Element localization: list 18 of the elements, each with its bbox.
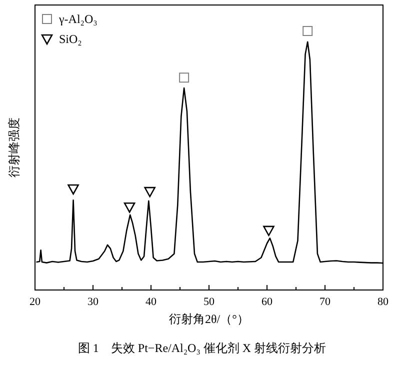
- x-tick-label: 80: [378, 296, 389, 308]
- point: [302, 26, 313, 36]
- x-tick-label: 20: [30, 296, 41, 308]
- point: [144, 186, 156, 198]
- x-axis-title: 衍射角2θ/（°）: [169, 312, 249, 326]
- point: [263, 226, 274, 236]
- x-tick-label: 70: [320, 296, 331, 308]
- point: [68, 184, 79, 195]
- x-tick-label: 30: [88, 296, 99, 308]
- x-tick-label: 50: [204, 296, 215, 308]
- point: [179, 72, 190, 83]
- caption: 图 1 失效 Pt−Re/Al₂O₃ 催化剂 X 射线衍射分析: [78, 341, 326, 355]
- legend-label: γ-Al₂O₃: [58, 12, 98, 26]
- point: [124, 202, 136, 213]
- x-tick-label: 40: [146, 296, 157, 308]
- x-tick-label: 60: [262, 296, 273, 308]
- y-axis-title: 衍射峰强度: [7, 118, 21, 178]
- legend-label: SiO₂: [59, 32, 82, 46]
